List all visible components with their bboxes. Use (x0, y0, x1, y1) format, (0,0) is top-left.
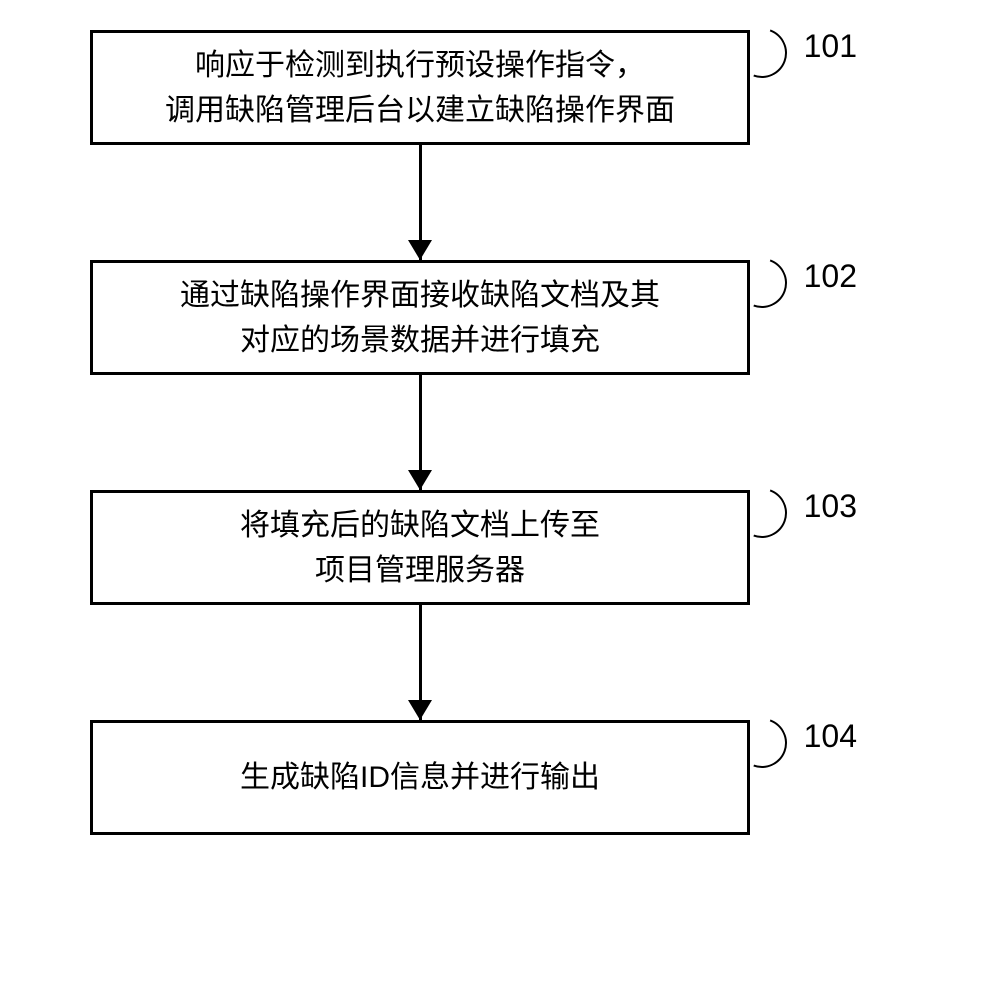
step-line2: 调用缺陷管理后台以建立缺陷操作界面 (165, 94, 675, 127)
step-box-102: 通过缺陷操作界面接收缺陷文档及其 对应的场景数据并进行填充 102 (90, 260, 750, 375)
step-label-101: 101 (804, 28, 857, 65)
label-connector (729, 250, 795, 316)
step-line1: 通过缺陷操作界面接收缺陷文档及其 (180, 279, 660, 312)
step-label-103: 103 (804, 488, 857, 525)
step-box-101: 响应于检测到执行预设操作指令， 调用缺陷管理后台以建立缺陷操作界面 101 (90, 30, 750, 145)
step-line2: 项目管理服务器 (315, 554, 525, 587)
step-text: 生成缺陷ID信息并进行输出 (220, 747, 620, 808)
label-connector (729, 710, 795, 776)
label-connector (729, 480, 795, 546)
arrow-head-icon (408, 700, 432, 720)
step-text: 响应于检测到执行预设操作指令， 调用缺陷管理后台以建立缺陷操作界面 (145, 35, 695, 141)
arrow-head-icon (408, 470, 432, 490)
step-line1: 生成缺陷ID信息并进行输出 (240, 761, 600, 794)
arrow-3 (90, 605, 750, 720)
step-text: 将填充后的缺陷文档上传至 项目管理服务器 (220, 495, 620, 601)
step-label-102: 102 (804, 258, 857, 295)
arrow-2 (90, 375, 750, 490)
step-text: 通过缺陷操作界面接收缺陷文档及其 对应的场景数据并进行填充 (160, 265, 680, 371)
step-label-104: 104 (804, 718, 857, 755)
label-connector (729, 20, 795, 86)
step-line1: 将填充后的缺陷文档上传至 (240, 509, 600, 542)
flowchart-container: 响应于检测到执行预设操作指令， 调用缺陷管理后台以建立缺陷操作界面 101 通过… (90, 30, 910, 835)
arrow-head-icon (408, 240, 432, 260)
step-box-103: 将填充后的缺陷文档上传至 项目管理服务器 103 (90, 490, 750, 605)
arrow-1 (90, 145, 750, 260)
step-line2: 对应的场景数据并进行填充 (240, 324, 600, 357)
step-box-104: 生成缺陷ID信息并进行输出 104 (90, 720, 750, 835)
step-line1: 响应于检测到执行预设操作指令， (195, 49, 645, 82)
